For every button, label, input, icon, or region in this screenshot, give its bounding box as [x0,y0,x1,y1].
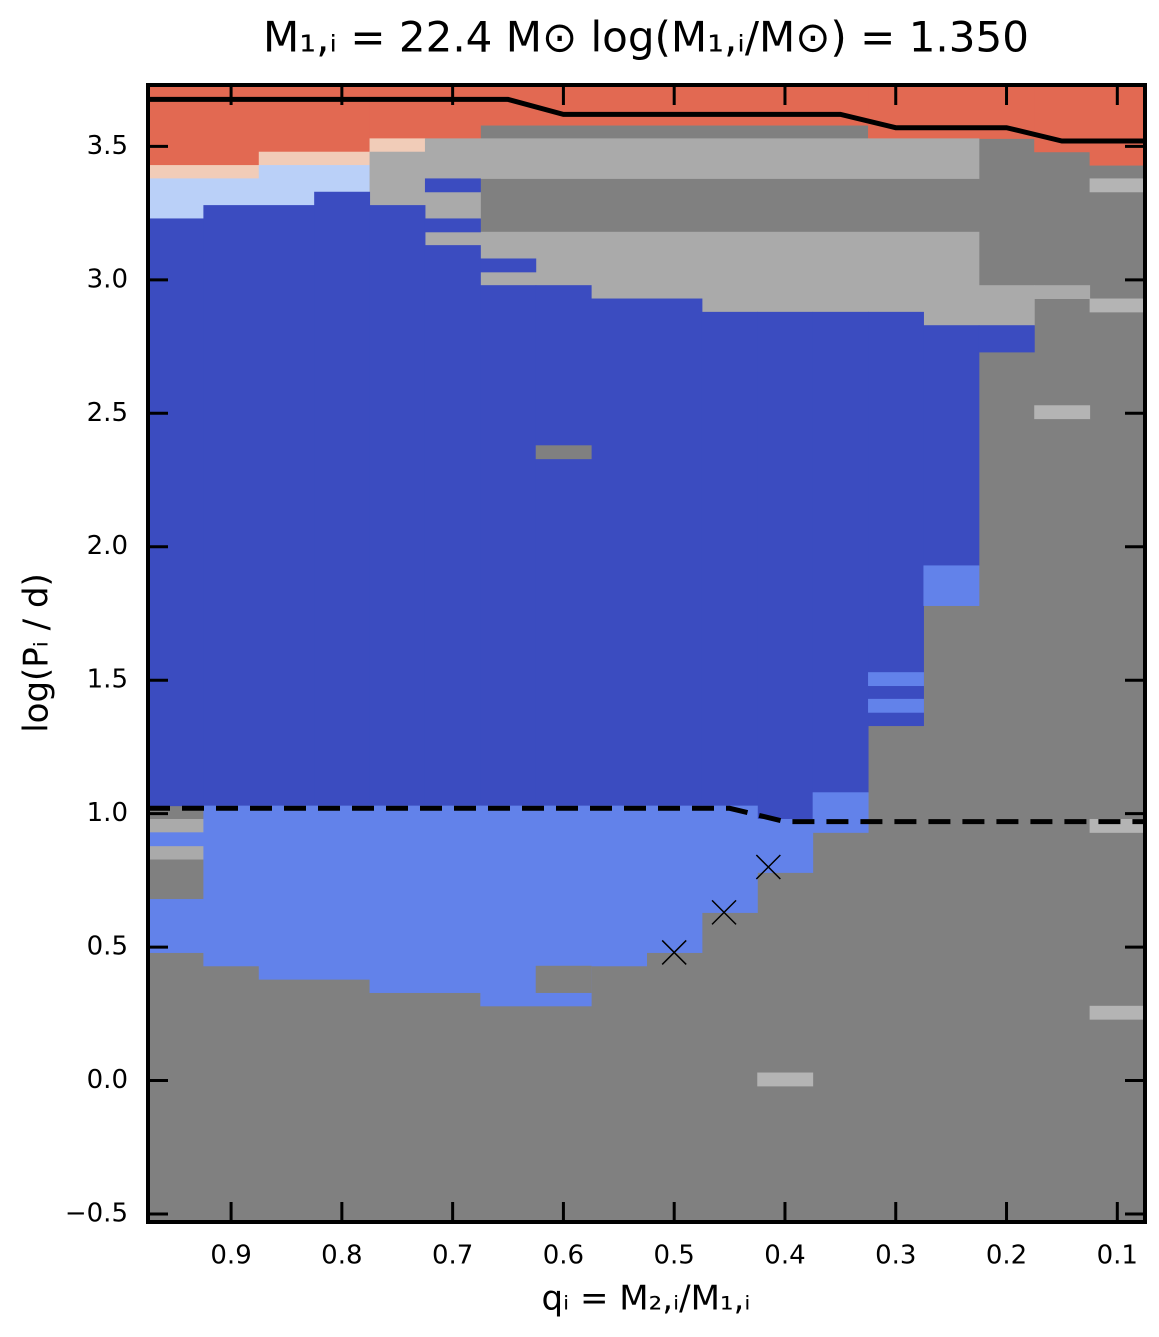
cell [424,138,481,179]
cell [148,178,204,219]
cell [369,85,481,139]
cell [369,151,426,206]
cell [148,165,260,179]
cell [424,178,481,193]
cell [1089,298,1146,313]
cell [424,191,481,219]
cell [480,138,980,179]
x-tick-label: 0.2 [986,1241,1027,1271]
cell [591,298,703,807]
cell [424,231,481,246]
y-tick-label: 0.5 [87,932,128,962]
cell [591,805,647,967]
cell [535,445,592,460]
cell [868,698,924,713]
y-tick-label: 2.5 [87,398,128,428]
x-tick-label: 0.7 [432,1241,473,1271]
cell [424,245,481,807]
cell [923,325,980,566]
cell [1034,285,1091,300]
cell [701,805,758,913]
cell [812,792,869,833]
y-tick-label: 3.5 [87,131,128,161]
cell [812,311,869,793]
x-tick-label: 0.8 [321,1241,362,1271]
cell [757,1072,814,1087]
cell [480,285,537,807]
cell [923,565,980,606]
cell [868,311,924,727]
cell [369,138,426,153]
chart-title: M₁,ᵢ = 22.4 M⊙ log(M₁,ᵢ/M⊙) = 1.350 [263,13,1029,62]
cell [535,285,592,807]
cell [978,325,1035,353]
cell [369,205,426,807]
y-axis-label: log(Pᵢ / d) [17,573,57,733]
y-tick-label: 0.0 [87,1065,128,1095]
cell [148,899,204,953]
x-axis-label: qᵢ = M₂,ᵢ/M₁,ᵢ [542,1279,751,1319]
cell [978,285,1035,326]
marker [711,899,737,925]
y-tick-label: 1.0 [87,798,128,828]
cell [258,805,371,980]
cell [480,258,537,273]
cell [148,818,204,833]
marker [755,854,781,880]
x-tick-label: 0.4 [764,1241,805,1271]
cell [535,965,592,993]
y-tick-label: 2.0 [87,531,128,561]
y-tick-label: 3.0 [87,264,128,294]
cell [258,85,371,153]
cell [701,311,758,807]
y-tick-label: −0.5 [65,1198,128,1228]
cell [424,218,481,233]
x-tick-label: 0.9 [210,1241,251,1271]
cell [203,805,260,967]
cell [369,805,481,993]
cell [258,151,371,166]
cell [757,311,814,820]
x-tick-label: 0.3 [875,1241,916,1271]
plot-frame [146,83,1147,1224]
x-tick-label: 0.6 [543,1241,584,1271]
x-tick-label: 0.1 [1097,1241,1138,1271]
cell [314,165,371,193]
cell [757,818,814,873]
cell [314,191,371,807]
cell [203,178,260,206]
cell [646,805,703,953]
y-tick-label: 1.5 [87,665,128,695]
cell [203,205,315,807]
cell [868,672,924,687]
marker [661,939,687,965]
cell [258,165,315,206]
cell [148,218,204,807]
cell [1034,405,1091,420]
boundary-line [148,805,1145,825]
x-tick-label: 0.5 [654,1241,695,1271]
cell [1089,178,1146,193]
boundary-line [148,96,1145,144]
cell [1089,1005,1146,1020]
cell [148,832,204,847]
cell [148,845,204,860]
